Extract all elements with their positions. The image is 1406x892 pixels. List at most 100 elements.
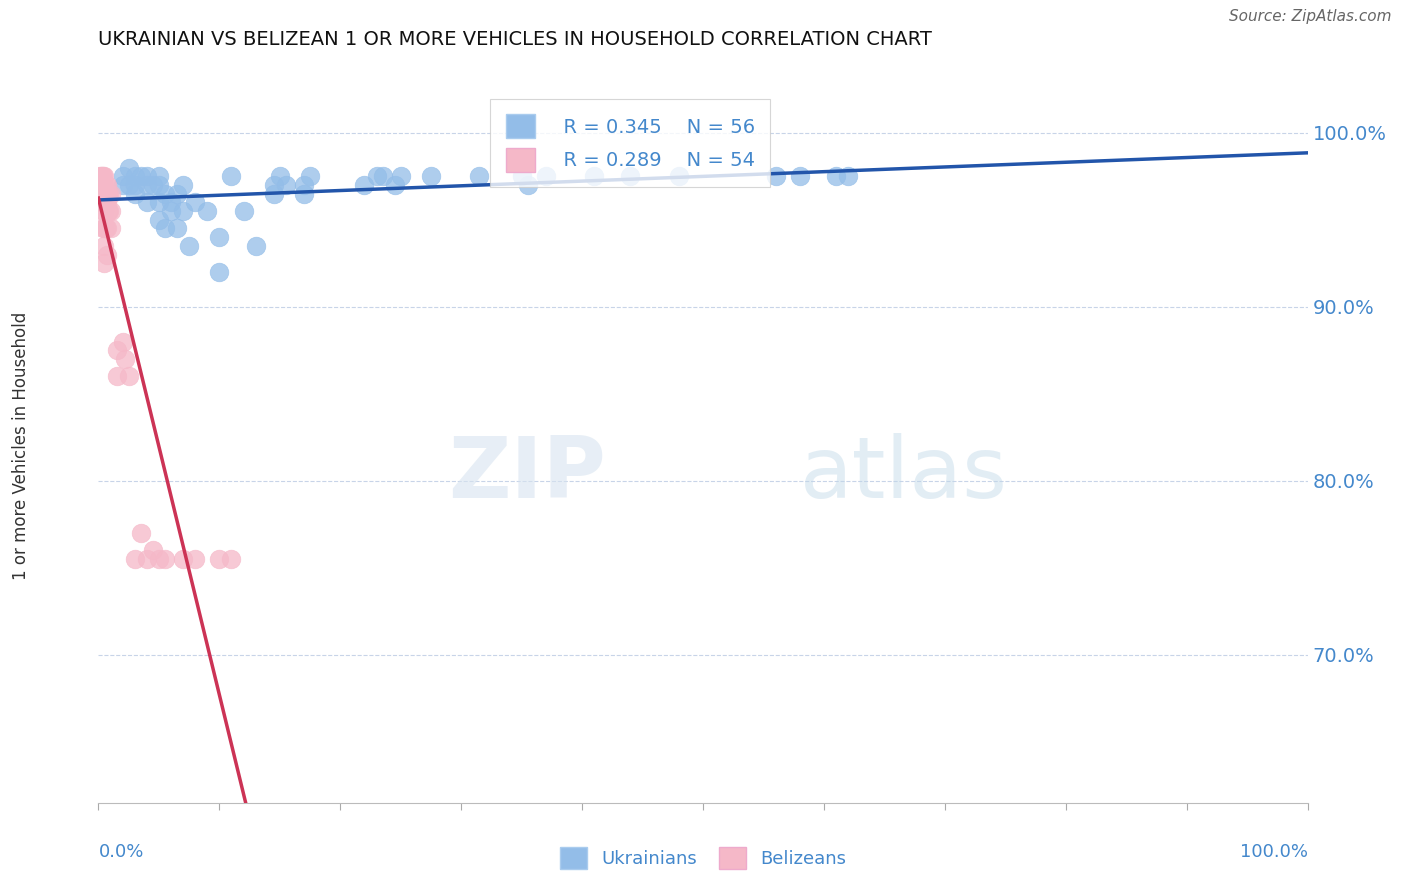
Point bbox=[91, 195, 114, 210]
Point bbox=[208, 552, 231, 566]
Point bbox=[366, 169, 388, 184]
Point bbox=[111, 169, 134, 184]
Point bbox=[263, 178, 285, 192]
Point bbox=[91, 169, 114, 184]
Point bbox=[94, 186, 117, 201]
Point bbox=[135, 195, 157, 210]
Point bbox=[100, 204, 122, 219]
Point bbox=[516, 178, 538, 192]
Point bbox=[765, 169, 787, 184]
Point bbox=[468, 169, 491, 184]
Point bbox=[124, 178, 146, 192]
Point bbox=[96, 221, 118, 235]
Point bbox=[91, 169, 114, 184]
Point bbox=[91, 195, 114, 210]
Point bbox=[208, 230, 231, 244]
Text: 0.0%: 0.0% bbox=[98, 843, 143, 861]
Point bbox=[184, 552, 207, 566]
Text: atlas: atlas bbox=[800, 433, 1008, 516]
Point bbox=[105, 343, 128, 358]
Point bbox=[111, 178, 134, 192]
Point bbox=[93, 186, 115, 201]
Point bbox=[292, 178, 315, 192]
Point bbox=[90, 186, 112, 201]
Point bbox=[100, 186, 122, 201]
Point bbox=[148, 195, 170, 210]
Point bbox=[371, 169, 394, 184]
Point bbox=[135, 552, 157, 566]
Point bbox=[91, 186, 114, 201]
Point bbox=[172, 552, 194, 566]
Point bbox=[420, 169, 443, 184]
Point bbox=[118, 369, 141, 384]
Text: UKRAINIAN VS BELIZEAN 1 OR MORE VEHICLES IN HOUSEHOLD CORRELATION CHART: UKRAINIAN VS BELIZEAN 1 OR MORE VEHICLES… bbox=[98, 30, 932, 49]
Point bbox=[93, 221, 115, 235]
Point bbox=[118, 161, 141, 175]
Point bbox=[129, 169, 152, 184]
Point bbox=[184, 195, 207, 210]
Point bbox=[93, 169, 115, 184]
Point bbox=[124, 552, 146, 566]
Point bbox=[93, 204, 115, 219]
Point bbox=[263, 186, 285, 201]
Point bbox=[668, 169, 690, 184]
Point bbox=[208, 265, 231, 279]
Point bbox=[91, 186, 114, 201]
Point bbox=[510, 169, 533, 184]
Point bbox=[269, 169, 291, 184]
Point bbox=[148, 169, 170, 184]
Point bbox=[172, 178, 194, 192]
Point bbox=[91, 178, 114, 192]
Point bbox=[93, 256, 115, 270]
Point bbox=[97, 204, 120, 219]
Point bbox=[124, 186, 146, 201]
Legend: Ukrainians, Belizeans: Ukrainians, Belizeans bbox=[553, 839, 853, 876]
Point bbox=[90, 178, 112, 192]
Point bbox=[91, 221, 114, 235]
Point bbox=[299, 169, 322, 184]
Point bbox=[142, 178, 165, 192]
Point bbox=[166, 186, 188, 201]
Point bbox=[98, 186, 121, 201]
Point bbox=[96, 195, 118, 210]
Point bbox=[96, 247, 118, 261]
Point bbox=[789, 169, 811, 184]
Point bbox=[114, 351, 136, 366]
Point bbox=[153, 186, 176, 201]
Point bbox=[148, 212, 170, 227]
Point bbox=[129, 526, 152, 541]
Point bbox=[91, 204, 114, 219]
Point bbox=[232, 204, 254, 219]
Point bbox=[195, 204, 218, 219]
Point bbox=[221, 552, 243, 566]
Text: ZIP: ZIP bbox=[449, 433, 606, 516]
Point bbox=[93, 195, 115, 210]
Point bbox=[142, 543, 165, 558]
Text: Source: ZipAtlas.com: Source: ZipAtlas.com bbox=[1229, 9, 1392, 24]
Point bbox=[353, 178, 375, 192]
Point bbox=[90, 169, 112, 184]
Point bbox=[89, 169, 111, 184]
Point bbox=[94, 195, 117, 210]
Point bbox=[93, 178, 115, 192]
Point bbox=[160, 204, 183, 219]
Point bbox=[245, 239, 267, 253]
Text: 100.0%: 100.0% bbox=[1240, 843, 1308, 861]
Point bbox=[172, 204, 194, 219]
Point bbox=[148, 178, 170, 192]
Point bbox=[96, 178, 118, 192]
Point bbox=[111, 334, 134, 349]
Point bbox=[105, 369, 128, 384]
Point bbox=[274, 178, 297, 192]
Point bbox=[94, 221, 117, 235]
Point bbox=[619, 169, 641, 184]
Point bbox=[100, 221, 122, 235]
Point bbox=[825, 169, 848, 184]
Point bbox=[583, 169, 606, 184]
Point bbox=[166, 221, 188, 235]
Point bbox=[534, 169, 557, 184]
Point bbox=[153, 552, 176, 566]
Point bbox=[153, 221, 176, 235]
Point bbox=[124, 169, 146, 184]
Point bbox=[292, 186, 315, 201]
